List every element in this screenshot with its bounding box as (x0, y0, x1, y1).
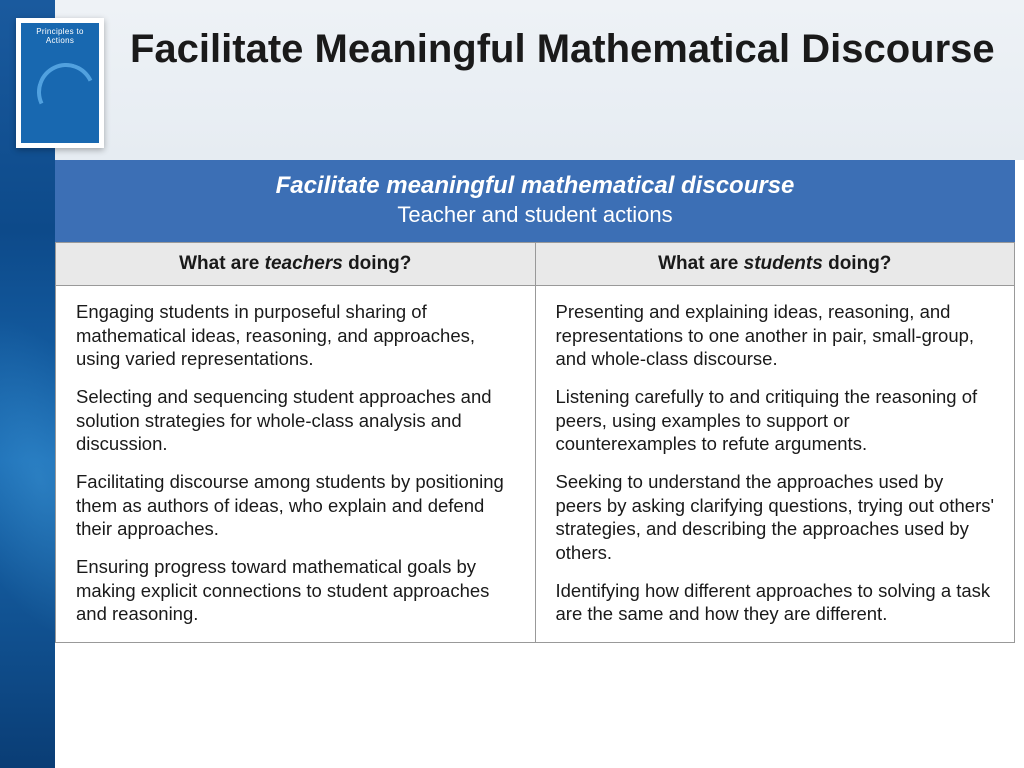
book-cover-art (25, 45, 95, 139)
student-action: Presenting and explaining ideas, reasoni… (556, 300, 995, 371)
table-header-row: What are teachers doing? What are studen… (56, 243, 1015, 286)
column-header-students: What are students doing? (535, 243, 1015, 286)
col-header-post: doing? (823, 253, 892, 274)
table-banner-line1: Facilitate meaningful mathematical disco… (55, 160, 1015, 202)
teacher-action: Facilitating discourse among students by… (76, 470, 515, 541)
actions-table-container: Facilitate meaningful mathematical disco… (55, 160, 1015, 643)
book-cover-thumbnail: Principles to Actions (16, 18, 104, 148)
col-header-em: students (744, 253, 823, 274)
col-header-em: teachers (265, 253, 343, 274)
slide-title: Facilitate Meaningful Mathematical Disco… (130, 26, 1000, 72)
student-action: Identifying how different approaches to … (556, 579, 995, 626)
teacher-action: Selecting and sequencing student approac… (76, 385, 515, 456)
column-header-teachers: What are teachers doing? (56, 243, 536, 286)
student-action: Listening carefully to and critiquing th… (556, 385, 995, 456)
teacher-action: Ensuring progress toward mathematical go… (76, 555, 515, 626)
table-banner-line2: Teacher and student actions (55, 202, 1015, 242)
actions-table: What are teachers doing? What are studen… (55, 242, 1015, 643)
col-header-pre: What are (658, 253, 744, 274)
table-row: Engaging students in purposeful sharing … (56, 286, 1015, 643)
teachers-cell: Engaging students in purposeful sharing … (56, 286, 536, 643)
header-band (0, 0, 1024, 160)
col-header-post: doing? (343, 253, 412, 274)
book-cover-title: Principles to Actions (25, 27, 95, 45)
students-cell: Presenting and explaining ideas, reasoni… (535, 286, 1015, 643)
col-header-pre: What are (179, 253, 265, 274)
teacher-action: Engaging students in purposeful sharing … (76, 300, 515, 371)
student-action: Seeking to understand the approaches use… (556, 470, 995, 565)
